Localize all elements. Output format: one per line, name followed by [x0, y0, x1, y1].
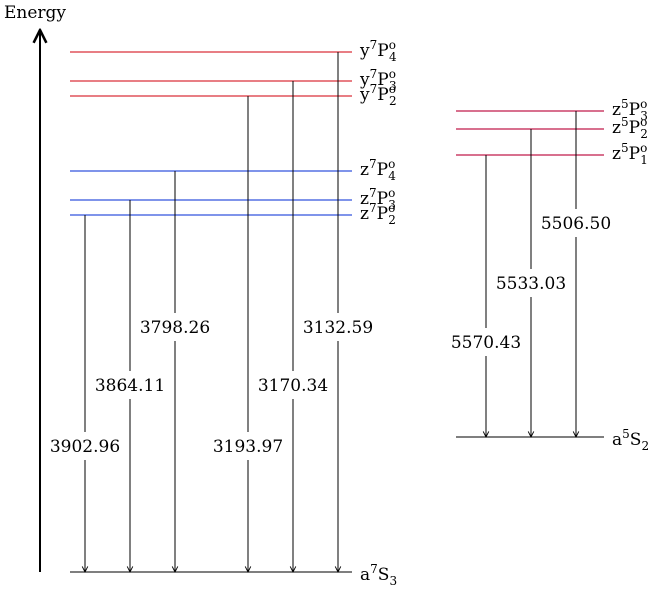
wavelength-label-z5P1: 5570.43 — [451, 333, 521, 353]
ground-label-a5S2: a5S2 — [612, 427, 649, 453]
level-label-y7P4: y7Po 4 — [359, 38, 397, 64]
level-label-z7P2: z7Po 2 — [360, 201, 396, 227]
wavelength-label-z7P2: 3902.96 — [50, 437, 120, 457]
level-label-z5P2: z5Po 2 — [612, 115, 648, 141]
wavelength-label-z7P3: 3864.11 — [95, 376, 165, 396]
energy-axis-label: Energy — [4, 3, 66, 23]
level-label-z7P4: z7Po 4 — [360, 157, 396, 183]
wavelength-label-z5P2: 5533.03 — [496, 274, 566, 294]
level-label-z5P3: z5Po 3 — [612, 97, 648, 123]
level-label-y7P2: y7Po 2 — [359, 82, 397, 108]
wavelength-label-y7P2: 3193.97 — [213, 437, 283, 457]
wavelength-label-y7P4: 3132.59 — [303, 318, 373, 338]
wavelength-label-z5P3: 5506.50 — [541, 214, 611, 234]
level-label-z5P1: z5Po 1 — [612, 141, 648, 167]
wavelength-label-z7P4: 3798.26 — [140, 318, 210, 338]
level-label-y7P3: y7Po 3 — [359, 67, 397, 93]
ground-label-a7S3: a7S3 — [360, 562, 397, 588]
wavelength-label-y7P3: 3170.34 — [258, 376, 328, 396]
level-label-z7P3: z7Po 3 — [360, 186, 396, 212]
